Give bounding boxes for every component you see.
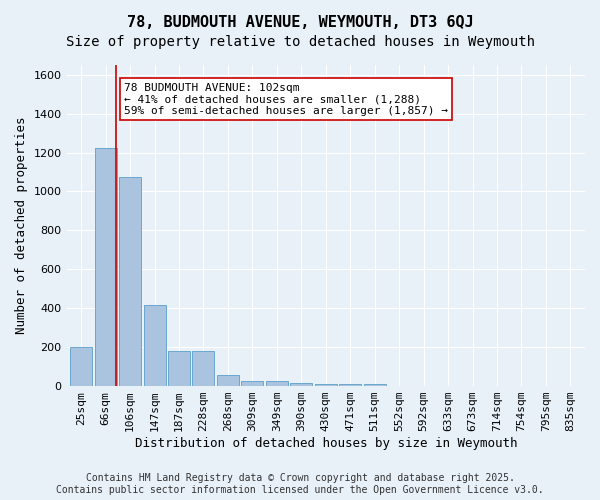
Y-axis label: Number of detached properties: Number of detached properties: [15, 117, 28, 334]
Bar: [168, 351, 190, 386]
Bar: [70, 347, 92, 386]
Bar: [339, 384, 361, 386]
Bar: [364, 384, 386, 386]
Bar: [119, 177, 141, 386]
Text: 78 BUDMOUTH AVENUE: 102sqm
← 41% of detached houses are smaller (1,288)
59% of s: 78 BUDMOUTH AVENUE: 102sqm ← 41% of deta…: [124, 82, 448, 116]
Text: Contains HM Land Registry data © Crown copyright and database right 2025.
Contai: Contains HM Land Registry data © Crown c…: [56, 474, 544, 495]
X-axis label: Distribution of detached houses by size in Weymouth: Distribution of detached houses by size …: [134, 437, 517, 450]
Bar: [290, 383, 313, 386]
Text: 78, BUDMOUTH AVENUE, WEYMOUTH, DT3 6QJ: 78, BUDMOUTH AVENUE, WEYMOUTH, DT3 6QJ: [127, 15, 473, 30]
Text: Size of property relative to detached houses in Weymouth: Size of property relative to detached ho…: [65, 35, 535, 49]
Bar: [315, 384, 337, 386]
Bar: [95, 148, 116, 386]
Bar: [266, 381, 288, 386]
Bar: [193, 351, 214, 386]
Bar: [241, 381, 263, 386]
Bar: [217, 376, 239, 386]
Bar: [143, 306, 166, 386]
